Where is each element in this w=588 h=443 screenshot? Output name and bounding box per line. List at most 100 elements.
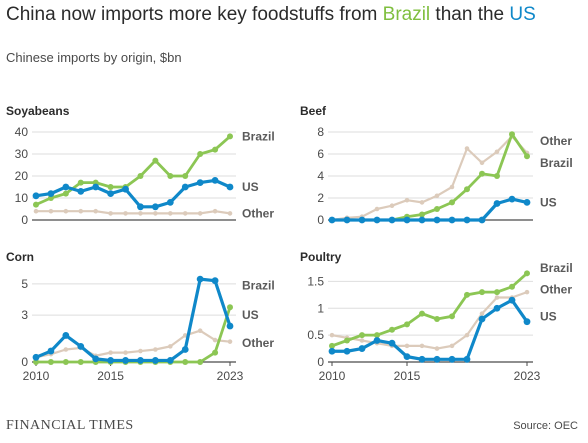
data-point-us bbox=[32, 192, 40, 200]
data-point-brazil bbox=[197, 359, 204, 365]
data-point-other bbox=[374, 206, 380, 212]
data-point-us bbox=[433, 216, 441, 224]
data-point-us bbox=[92, 183, 100, 191]
data-point-other bbox=[78, 208, 84, 214]
data-point-us bbox=[478, 315, 486, 323]
data-point-other bbox=[494, 149, 500, 155]
data-point-us bbox=[32, 353, 40, 361]
y-tick-label: 0 bbox=[21, 213, 28, 227]
data-point-other bbox=[197, 211, 203, 216]
series-label-other: Other bbox=[242, 336, 274, 350]
data-point-us bbox=[181, 346, 189, 353]
data-point-other bbox=[464, 146, 470, 151]
chart-beef: 0 2 4 6 8 Other Brazil US bbox=[317, 125, 572, 227]
y-tick-label: 6 bbox=[317, 147, 324, 161]
y-tick-label: 4 bbox=[317, 169, 324, 183]
data-point-brazil bbox=[182, 359, 189, 365]
data-point-us bbox=[418, 355, 426, 363]
data-point-other bbox=[227, 211, 233, 216]
y-tick-label: 8 bbox=[317, 125, 324, 139]
series-label-other: Other bbox=[242, 206, 274, 220]
data-point-other bbox=[404, 197, 410, 203]
data-point-brazil bbox=[479, 289, 485, 296]
series-label-brazil: Brazil bbox=[540, 261, 573, 275]
data-point-us bbox=[62, 183, 70, 191]
data-point-other bbox=[63, 208, 69, 214]
data-point-other bbox=[33, 208, 39, 214]
data-point-us bbox=[343, 216, 351, 224]
data-point-us bbox=[433, 355, 441, 363]
data-point-us bbox=[77, 188, 85, 195]
y-tick-label: 0 bbox=[21, 355, 28, 369]
data-point-us bbox=[166, 199, 174, 206]
headline-brazil: Brazil bbox=[382, 4, 431, 25]
data-point-brazil bbox=[494, 289, 500, 296]
x-tick-label: 2015 bbox=[97, 369, 124, 383]
panel-title-poultry: Poultry bbox=[300, 250, 342, 264]
data-point-us bbox=[137, 203, 144, 211]
data-point-us bbox=[523, 318, 531, 326]
data-point-brazil bbox=[524, 153, 530, 160]
data-point-us bbox=[358, 345, 366, 352]
data-point-brazil bbox=[359, 332, 365, 339]
panel-title-soyabeans: Soyabeans bbox=[6, 104, 70, 118]
data-point-brazil bbox=[479, 170, 485, 177]
data-point-brazil bbox=[449, 313, 455, 320]
data-point-brazil bbox=[33, 359, 39, 365]
data-point-us bbox=[122, 185, 129, 193]
data-point-other bbox=[359, 338, 365, 343]
data-point-brazil bbox=[509, 283, 515, 290]
data-point-brazil bbox=[329, 342, 335, 349]
y-tick-label: 40 bbox=[15, 125, 29, 139]
data-point-us bbox=[478, 216, 486, 224]
data-point-other bbox=[168, 211, 173, 216]
data-point-other bbox=[479, 311, 485, 316]
data-point-other bbox=[123, 350, 128, 355]
data-point-us bbox=[448, 216, 456, 224]
data-point-other bbox=[108, 211, 113, 216]
data-point-us bbox=[107, 357, 115, 364]
data-point-us bbox=[373, 337, 381, 344]
data-point-other bbox=[434, 193, 440, 199]
data-point-us bbox=[62, 332, 70, 339]
x-tick-label: 2023 bbox=[514, 369, 541, 383]
data-point-us bbox=[211, 177, 219, 184]
data-point-us bbox=[47, 190, 55, 198]
data-point-other bbox=[212, 337, 218, 343]
data-point-us bbox=[463, 216, 471, 224]
series-label-other: Other bbox=[540, 134, 572, 148]
data-point-other bbox=[329, 332, 335, 338]
data-point-us bbox=[493, 304, 501, 312]
data-point-other bbox=[93, 208, 98, 214]
data-point-us bbox=[181, 183, 189, 191]
data-point-other bbox=[63, 347, 69, 352]
data-point-us bbox=[166, 357, 174, 364]
series-label-brazil: Brazil bbox=[540, 156, 573, 170]
panel-title-beef: Beef bbox=[300, 104, 327, 118]
data-point-brazil bbox=[374, 332, 380, 339]
data-point-us bbox=[358, 216, 366, 224]
data-point-brazil bbox=[197, 151, 204, 157]
data-point-other bbox=[48, 208, 54, 214]
data-point-other bbox=[168, 344, 173, 349]
data-point-brazil bbox=[449, 199, 455, 206]
y-tick-label: 0 bbox=[317, 213, 324, 227]
data-point-brazil bbox=[509, 131, 515, 138]
data-point-other bbox=[197, 328, 203, 334]
data-point-other bbox=[182, 211, 188, 216]
data-point-us bbox=[388, 216, 396, 224]
data-point-brazil bbox=[62, 190, 69, 197]
data-point-other bbox=[449, 184, 455, 190]
chart-corn: 0 3 5 2010 2015 2023 Other Brazil US bbox=[21, 275, 275, 383]
y-tick-label: 10 bbox=[15, 191, 29, 205]
data-point-us bbox=[211, 277, 219, 285]
data-point-other bbox=[464, 332, 470, 338]
series-label-brazil: Brazil bbox=[242, 278, 275, 292]
data-point-other bbox=[494, 295, 500, 300]
series-line-other bbox=[35, 329, 231, 359]
data-point-us bbox=[403, 216, 411, 224]
data-point-other bbox=[123, 211, 128, 216]
y-tick-label: 2 bbox=[317, 191, 324, 205]
headline-part1: China now imports more key foodstuffs fr… bbox=[6, 4, 383, 25]
